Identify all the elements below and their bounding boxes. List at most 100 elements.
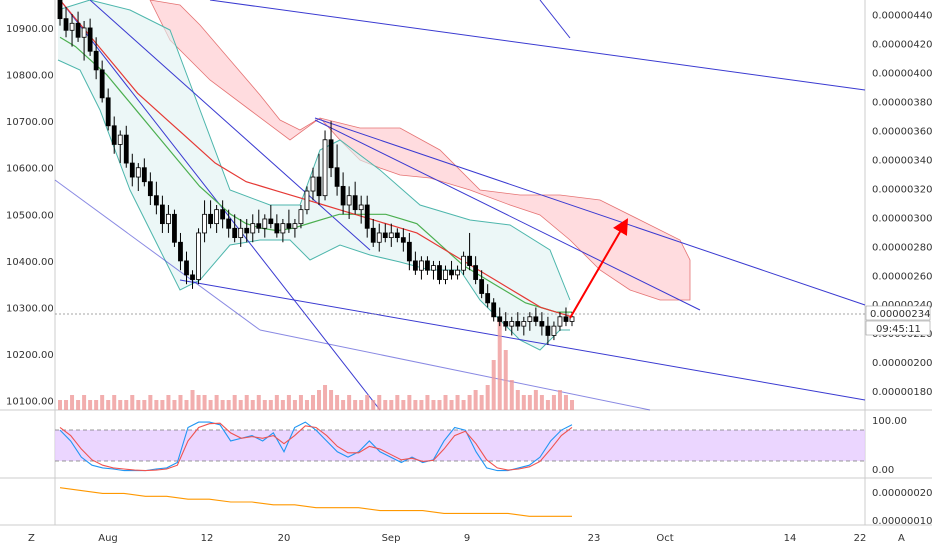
volume-bar <box>467 395 472 410</box>
candle-body <box>202 213 207 234</box>
candle-body <box>364 204 370 229</box>
auto-scale-marker[interactable]: A <box>898 533 905 544</box>
volume-bar <box>124 400 129 410</box>
volume-bar <box>238 400 243 410</box>
candle-body <box>527 316 533 322</box>
moving-average-line <box>59 0 573 318</box>
volume-bar <box>395 395 400 410</box>
volume-bar <box>431 400 436 410</box>
right-axis-tick: 0.00000260 <box>872 271 932 282</box>
right-axis-tick: 0.00000360 <box>872 126 932 137</box>
right-axis-tick: 0.00000240 <box>872 300 932 311</box>
candle-body <box>135 167 141 178</box>
candle-body <box>93 50 99 71</box>
right-axis-tick: 0.00000340 <box>872 155 932 166</box>
volume-bar <box>274 395 279 410</box>
stoch-rsi-lines <box>59 421 573 472</box>
volume-bar <box>70 395 75 410</box>
candle-body <box>81 27 87 38</box>
volume-bar <box>479 395 484 410</box>
candle-body <box>250 223 256 234</box>
stoch-rsi-line <box>59 422 573 472</box>
trendline[interactable] <box>179 279 866 401</box>
right-axis-tick: 0.00000400 <box>872 68 932 79</box>
trendline[interactable] <box>314 117 866 306</box>
candle-body <box>159 204 165 225</box>
candle-body <box>382 232 388 239</box>
candle-body <box>388 232 394 239</box>
volume-bar <box>371 400 376 410</box>
right-price-axis[interactable]: 0.00000440 0.00000420 0.00000400 0.00000380… <box>872 10 932 398</box>
volume-bar <box>407 395 412 410</box>
volume-bar <box>244 395 249 410</box>
trendline[interactable] <box>539 0 571 39</box>
candle-body <box>105 97 111 127</box>
volume-bar <box>82 395 87 410</box>
volume-bar <box>88 400 93 410</box>
left-price-axis[interactable]: 10900.00 10800.00 10700.00 10600.00 10500.00… <box>6 24 54 408</box>
volume-bar <box>389 400 394 410</box>
candle-body <box>117 134 123 145</box>
candle-body <box>292 223 298 229</box>
candle-body <box>334 167 340 187</box>
candle-body <box>87 27 93 52</box>
volume-bar <box>437 400 442 410</box>
rsi-axis-top: 100.00 <box>872 416 907 427</box>
candle-body <box>220 209 226 220</box>
candle-body <box>166 213 171 225</box>
time-axis[interactable]: Aug 12 20 Sep 9 23 Oct 14 22 <box>98 533 866 544</box>
countdown-label: 09:45:11 <box>876 324 921 335</box>
volume-bar <box>377 395 382 410</box>
candle-body <box>316 176 322 197</box>
candle-body <box>346 195 352 206</box>
right-axis-tick: 0.00000300 <box>872 213 932 224</box>
trendline[interactable] <box>314 119 701 311</box>
volume-bar <box>172 400 177 410</box>
left-axis-tick: 10100.00 <box>6 397 54 408</box>
candle-body <box>111 125 117 145</box>
trendline[interactable] <box>259 329 651 411</box>
candle-body <box>557 316 563 327</box>
volume-bar <box>112 395 117 410</box>
timezone-marker[interactable]: Z <box>28 533 35 544</box>
volume-bar <box>323 385 328 410</box>
candle-body <box>406 241 412 262</box>
last-price-badge <box>865 305 931 321</box>
trendline[interactable] <box>54 179 261 331</box>
right-axis-tick: 0.00000420 <box>872 39 932 50</box>
volume-bar <box>196 395 201 410</box>
volume-bar <box>76 400 81 410</box>
volume-bar <box>449 400 454 410</box>
candlesticks <box>57 0 575 345</box>
volume-bar <box>521 395 526 410</box>
candle-body <box>310 176 316 192</box>
candle-body <box>328 139 334 169</box>
candle-body <box>503 321 509 327</box>
volume-bar <box>94 400 99 410</box>
volume-bar <box>256 395 261 410</box>
volume-bar <box>509 380 514 410</box>
candle-body <box>153 195 159 206</box>
trendline[interactable] <box>209 0 866 91</box>
right-axis-tick: 0.00000380 <box>872 97 932 108</box>
projection-arrow[interactable] <box>569 218 629 319</box>
volume-bar <box>154 400 159 410</box>
candle-body <box>280 223 286 234</box>
volume-bar <box>148 395 153 410</box>
volume-bar <box>413 400 418 410</box>
left-axis-tick: 10400.00 <box>6 257 54 268</box>
volume-bar <box>497 320 502 410</box>
candle-body <box>539 321 545 327</box>
volume-bar <box>118 400 123 410</box>
volume-bar <box>443 395 448 410</box>
volume-bar <box>262 400 267 410</box>
volume-bar <box>545 400 550 410</box>
candle-body <box>358 204 364 211</box>
trendline[interactable] <box>89 0 371 251</box>
candle-body <box>99 69 105 99</box>
volume-bar <box>178 395 183 410</box>
candle-body <box>479 279 485 294</box>
left-axis-tick: 10900.00 <box>6 24 54 35</box>
